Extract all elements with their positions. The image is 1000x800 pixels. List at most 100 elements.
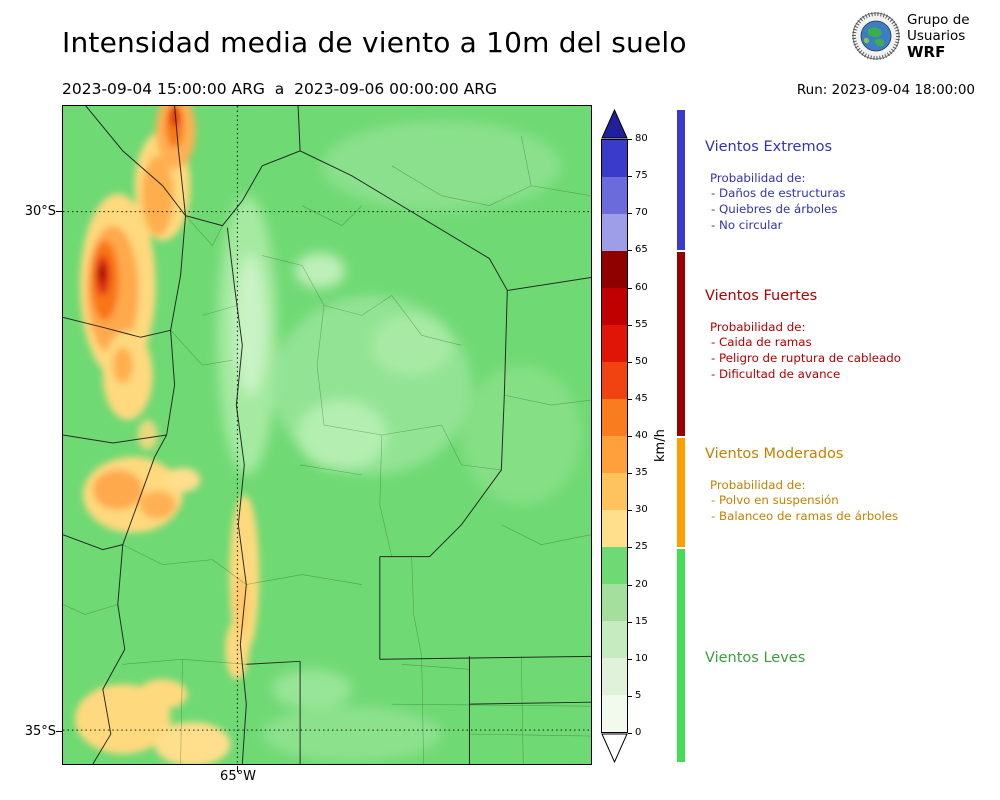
colorbar-tick-label: 25: [635, 541, 648, 553]
colorbar-tick-label: 30: [635, 504, 648, 516]
legend-title-moderados: Vientos Moderados: [705, 446, 844, 462]
globe-logo-icon: [852, 12, 900, 60]
risk-strip-0: [677, 110, 685, 250]
legend-block-2: Vientos Moderados Probabilidad de: - Pol…: [705, 446, 995, 524]
logo-line-1: Grupo de: [907, 12, 970, 28]
colorbar-under-arrow: [601, 733, 628, 763]
legend-item: - Quiebres de árboles: [711, 202, 838, 216]
colorbar-tick-mark: [628, 547, 632, 549]
legend-block-1: Vientos Fuertes Probabilidad de: - Caida…: [705, 288, 995, 382]
lon-label-65w: 65°W: [220, 769, 256, 784]
colorbar-tick-label: 10: [635, 652, 648, 664]
colorbar-tick-mark: [628, 361, 632, 363]
colorbar-tick-mark: [628, 213, 632, 215]
colorbar-tick-label: 50: [635, 355, 648, 367]
legend-item: - Balanceo de ramas de árboles: [711, 509, 899, 523]
colorbar-tick-label: 5: [635, 689, 642, 701]
colorbar-tick-label: 35: [635, 467, 648, 479]
legend-item: - Daños de estructuras: [711, 186, 846, 200]
legend-item: - No circular: [711, 218, 783, 232]
colorbar-tick-label: 80: [635, 133, 648, 144]
legend-block-0: Vientos Extremos Probabilidad de: - Daño…: [705, 139, 995, 233]
colorbar-tick-mark: [628, 176, 632, 178]
colorbar-tick-mark: [628, 398, 632, 400]
legend-items: - Daños de estructuras - Quiebres de árbo…: [711, 185, 995, 233]
colorbar-tick-label: 65: [635, 244, 648, 256]
colorbar-segment: [602, 214, 627, 251]
colorbar-tick-mark: [628, 733, 632, 734]
legend-block-3: Vientos Leves: [705, 650, 995, 666]
logo-line-3: WRF: [907, 43, 946, 61]
legend-title-extremos: Vientos Extremos: [705, 139, 833, 155]
legend-item: - Caida de ramas: [711, 335, 812, 349]
colorbar-segment: [602, 695, 627, 732]
colorbar-tick-label: 55: [635, 318, 648, 330]
logo-line-2: Usuarios: [907, 28, 966, 44]
risk-strip-3: [677, 549, 685, 762]
colorbar-segment: [602, 621, 627, 658]
legend-items: - Polvo en suspensión - Balanceo de ramas…: [711, 492, 995, 524]
colorbar-tick-mark: [628, 510, 632, 512]
colorbar-tick-label: 0: [635, 727, 642, 738]
colorbar-unit-label: km/h: [653, 429, 668, 462]
colorbar-segment: [602, 473, 627, 510]
legend-title-leves: Vientos Leves: [705, 650, 806, 666]
legend-prob-label: Probabilidad de:: [710, 320, 806, 334]
colorbar-segment: [602, 436, 627, 473]
logo-text: Grupo de Usuarios WRF: [907, 12, 970, 60]
colorbar-segment: [602, 547, 627, 584]
legend-prob-label: Probabilidad de:: [710, 171, 806, 185]
legend-items: - Caida de ramas - Peligro de ruptura de …: [711, 334, 995, 382]
lat-label-35s: 35°S: [24, 724, 56, 739]
colorbar-tick-label: 15: [635, 615, 648, 627]
colorbar-segment: [602, 325, 627, 362]
colorbar-tick-mark: [628, 324, 632, 326]
colorbar-tick-mark: [628, 584, 632, 586]
wind-map-canvas: [63, 106, 591, 764]
colorbar-tick-label: 40: [635, 430, 648, 441]
colorbar-tick-mark: [628, 139, 632, 140]
colorbar-tick-mark: [628, 695, 632, 697]
risk-strip-2: [677, 438, 685, 547]
colorbar-tick-label: 75: [635, 170, 648, 182]
colorbar-tick-label: 60: [635, 281, 648, 293]
colorbar-tick-mark: [628, 436, 632, 437]
legend-item: - Peligro de ruptura de cableado: [711, 351, 901, 365]
lon-tick-mark-65w: [237, 766, 238, 772]
legend-title-fuertes: Vientos Fuertes: [705, 288, 818, 304]
colorbar-segment: [602, 584, 627, 621]
colorbar-segment: [602, 362, 627, 399]
legend-item: - Polvo en suspensión: [711, 493, 839, 507]
lat-label-30s: 30°S: [24, 204, 56, 219]
colorbar-segment: [602, 399, 627, 436]
lat-tick-mark-30s: [56, 211, 62, 212]
risk-strip-1: [677, 252, 685, 436]
colorbar-segment: [602, 510, 627, 547]
colorbar-segment: [602, 140, 627, 177]
colorbar-tick-label: 20: [635, 578, 648, 590]
colorbar-tick-mark: [628, 658, 632, 660]
lat-tick-mark-35s: [56, 731, 62, 732]
colorbar: [601, 139, 628, 733]
colorbar-tick-mark: [628, 621, 632, 623]
colorbar-tick-mark: [628, 473, 632, 475]
legend-prob-label: Probabilidad de:: [710, 478, 806, 492]
colorbar-segment: [602, 288, 627, 325]
colorbar-segment: [602, 177, 627, 214]
colorbar-tick-label: 70: [635, 207, 648, 219]
wind-map: [62, 105, 592, 765]
legend-item: - Dificultad de avance: [711, 367, 841, 381]
colorbar-tick-label: 45: [635, 392, 648, 404]
run-timestamp: Run: 2023-09-04 18:00:00: [796, 82, 975, 98]
province-boundaries: [63, 106, 591, 764]
colorbar-segment: [602, 658, 627, 695]
department-boundaries: [63, 135, 591, 764]
colorbar-tick-mark: [628, 287, 632, 289]
colorbar-segment: [602, 251, 627, 288]
graticule-gridlines: [63, 106, 591, 764]
colorbar-over-arrow: [601, 109, 628, 139]
logo: Grupo de Usuarios WRF: [852, 12, 970, 60]
page-title: Intensidad media de viento a 10m del sue…: [62, 26, 687, 59]
colorbar-tick-mark: [628, 250, 632, 252]
low-wind-regions: [217, 120, 582, 763]
